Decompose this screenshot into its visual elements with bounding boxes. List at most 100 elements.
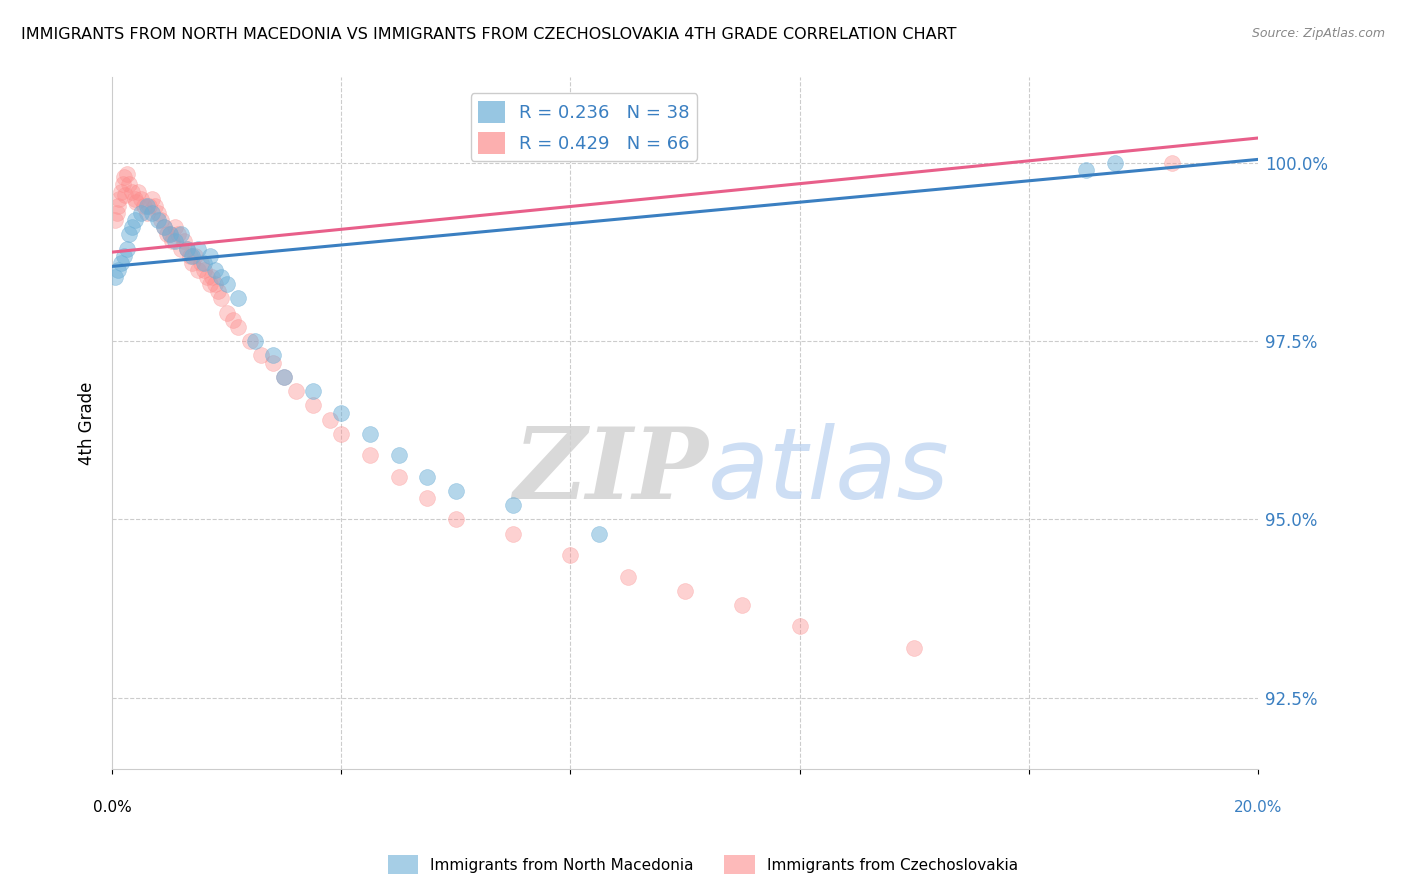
Point	[209, 292, 232, 306]
Text: 20.0%: 20.0%	[1233, 799, 1282, 814]
Point	[221, 313, 243, 327]
Point	[110, 256, 132, 270]
Point	[170, 242, 193, 256]
Point	[146, 213, 169, 227]
Point	[359, 426, 381, 441]
Point	[121, 185, 143, 199]
Point	[124, 192, 146, 206]
Point	[152, 220, 174, 235]
Point	[104, 213, 127, 227]
Point	[181, 249, 204, 263]
Point	[1160, 156, 1182, 170]
Point	[159, 227, 181, 242]
Point	[193, 263, 215, 277]
Point	[135, 199, 157, 213]
Legend: Immigrants from North Macedonia, Immigrants from Czechoslovakia: Immigrants from North Macedonia, Immigra…	[381, 849, 1025, 880]
Point	[176, 242, 198, 256]
Point	[184, 249, 207, 263]
Y-axis label: 4th Grade: 4th Grade	[79, 382, 96, 465]
Point	[215, 277, 238, 292]
Point	[138, 199, 160, 213]
Point	[129, 206, 152, 220]
Text: IMMIGRANTS FROM NORTH MACEDONIA VS IMMIGRANTS FROM CZECHOSLOVAKIA 4TH GRADE CORR: IMMIGRANTS FROM NORTH MACEDONIA VS IMMIG…	[21, 27, 956, 42]
Point	[301, 384, 323, 398]
Point	[444, 483, 467, 498]
Point	[416, 469, 439, 483]
Point	[201, 270, 224, 285]
Point	[262, 356, 284, 370]
Point	[118, 178, 141, 192]
Point	[118, 227, 141, 242]
Point	[176, 242, 198, 256]
Point	[588, 526, 610, 541]
Point	[444, 512, 467, 526]
Point	[165, 235, 187, 249]
Point	[127, 185, 149, 199]
Point	[149, 213, 172, 227]
Point	[330, 426, 353, 441]
Point	[152, 220, 174, 235]
Point	[416, 491, 439, 505]
Point	[245, 334, 267, 349]
Point	[273, 370, 295, 384]
Point	[146, 206, 169, 220]
Point	[190, 256, 212, 270]
Point	[262, 349, 284, 363]
Point	[198, 277, 221, 292]
Point	[112, 170, 135, 185]
Point	[903, 640, 925, 655]
Text: Source: ZipAtlas.com: Source: ZipAtlas.com	[1251, 27, 1385, 40]
Point	[284, 384, 307, 398]
Text: atlas: atlas	[709, 423, 949, 520]
Point	[162, 235, 184, 249]
Point	[179, 249, 201, 263]
Point	[114, 188, 136, 202]
Point	[115, 167, 138, 181]
Point	[105, 206, 128, 220]
Point	[167, 227, 190, 242]
Point	[673, 583, 696, 598]
Point	[108, 192, 131, 206]
Point	[187, 263, 209, 277]
Point	[112, 249, 135, 263]
Point	[502, 498, 524, 512]
Point	[204, 277, 226, 292]
Text: ZIP: ZIP	[513, 424, 709, 520]
Point	[330, 405, 353, 419]
Point	[273, 370, 295, 384]
Point	[226, 292, 249, 306]
Point	[111, 178, 134, 192]
Point	[616, 569, 638, 583]
Point	[1074, 163, 1097, 178]
Point	[209, 270, 232, 285]
Point	[187, 242, 209, 256]
Point	[132, 199, 155, 213]
Point	[359, 448, 381, 462]
Point	[388, 448, 411, 462]
Point	[107, 199, 129, 213]
Point	[156, 227, 179, 242]
Point	[195, 270, 218, 285]
Point	[135, 206, 157, 220]
Point	[141, 192, 163, 206]
Point	[301, 398, 323, 412]
Point	[181, 256, 204, 270]
Point	[789, 619, 811, 633]
Point	[388, 469, 411, 483]
Point	[319, 412, 342, 426]
Point	[226, 320, 249, 334]
Point	[193, 256, 215, 270]
Point	[198, 249, 221, 263]
Point	[731, 598, 754, 612]
Point	[124, 213, 146, 227]
Point	[204, 263, 226, 277]
Point	[173, 235, 195, 249]
Point	[115, 242, 138, 256]
Point	[110, 185, 132, 199]
Point	[560, 548, 582, 562]
Point	[159, 227, 181, 242]
Point	[125, 195, 148, 210]
Point	[107, 263, 129, 277]
Point	[1104, 156, 1126, 170]
Point	[141, 206, 163, 220]
